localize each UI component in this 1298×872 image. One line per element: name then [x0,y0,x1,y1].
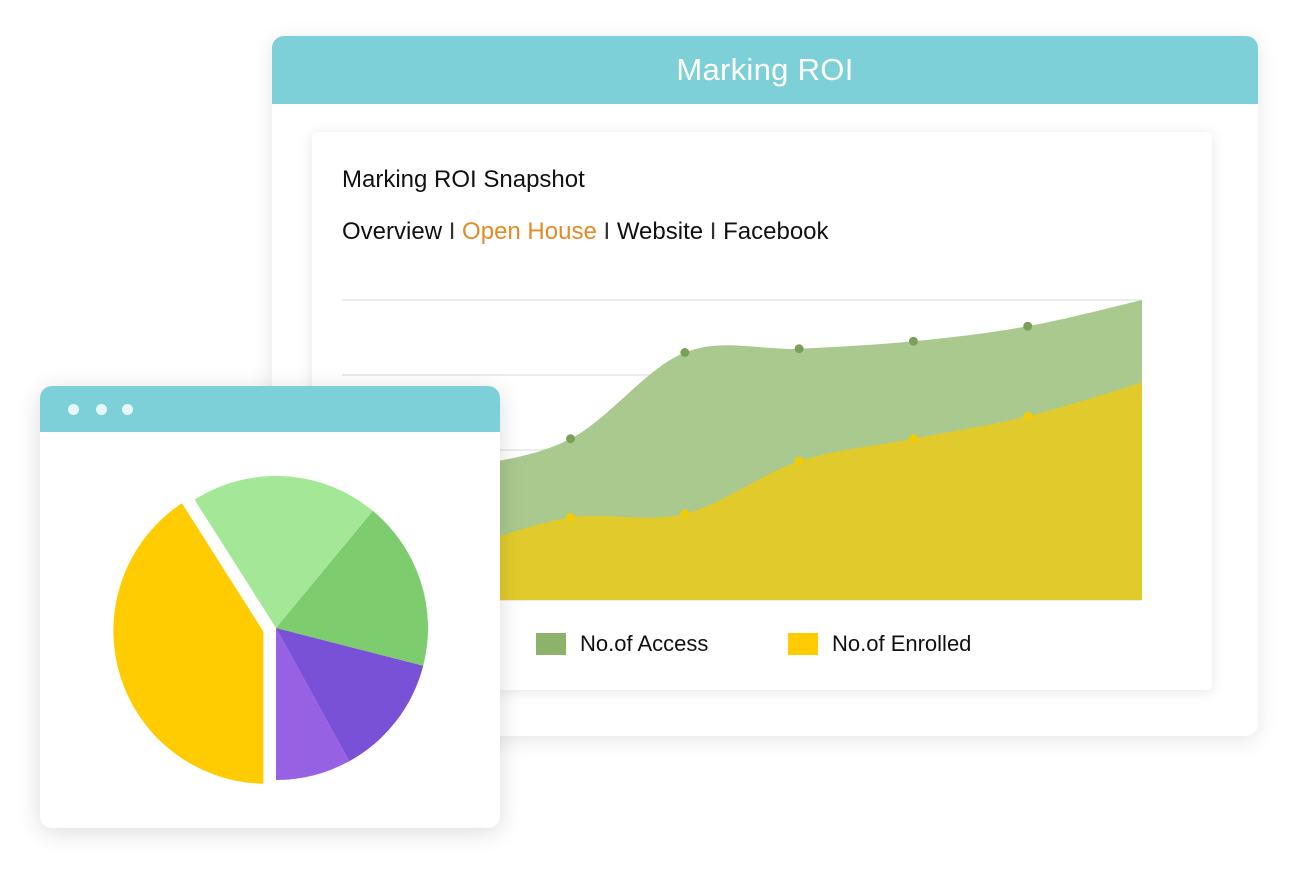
pie-slice [276,628,350,780]
area-series-enrolled [342,382,1142,600]
pie-slice [194,476,373,628]
window-title: Marking ROI [676,52,854,87]
legend-swatch-access [536,633,566,655]
pie-window [40,386,500,828]
data-point [680,509,690,519]
window-dot-icon [96,404,107,415]
data-point [908,336,918,346]
pie-window-header [40,386,500,432]
tab-facebook[interactable]: Facebook [723,218,829,245]
pie-slice [107,496,270,790]
data-point [794,344,804,354]
tab-website[interactable]: Website [616,218,704,245]
data-point [566,434,576,444]
window-header: Marking ROI [272,36,1258,104]
window-dot-icon [122,404,133,415]
data-point [680,348,690,357]
tab-separator: I [448,218,463,245]
window-dot-icon [68,404,79,415]
area-chart [342,299,1142,601]
legend-item-enrolled: No.of Enrolled [788,631,972,656]
card-title: Marking ROI Snapshot [342,166,585,193]
data-point [1023,411,1033,421]
data-point [908,434,918,444]
tab-open-house[interactable]: Open House [462,218,597,245]
data-point [566,513,576,522]
pie-slice [276,510,428,666]
tab-overview[interactable]: Overview [342,218,443,245]
tab-separator: I [603,218,617,245]
data-point [1023,321,1033,331]
data-point [794,456,804,466]
legend-swatch-enrolled [788,633,818,655]
pie-chart [107,464,440,792]
tab-separator: I [709,218,724,245]
pie-slice [276,628,424,762]
tab-bar: Overview I Open House I Website I Facebo… [342,218,829,246]
legend-item-access: No.of Access [536,631,709,656]
legend-label-access: No.of Access [580,631,709,656]
legend-label-enrolled: No.of Enrolled [832,631,972,656]
